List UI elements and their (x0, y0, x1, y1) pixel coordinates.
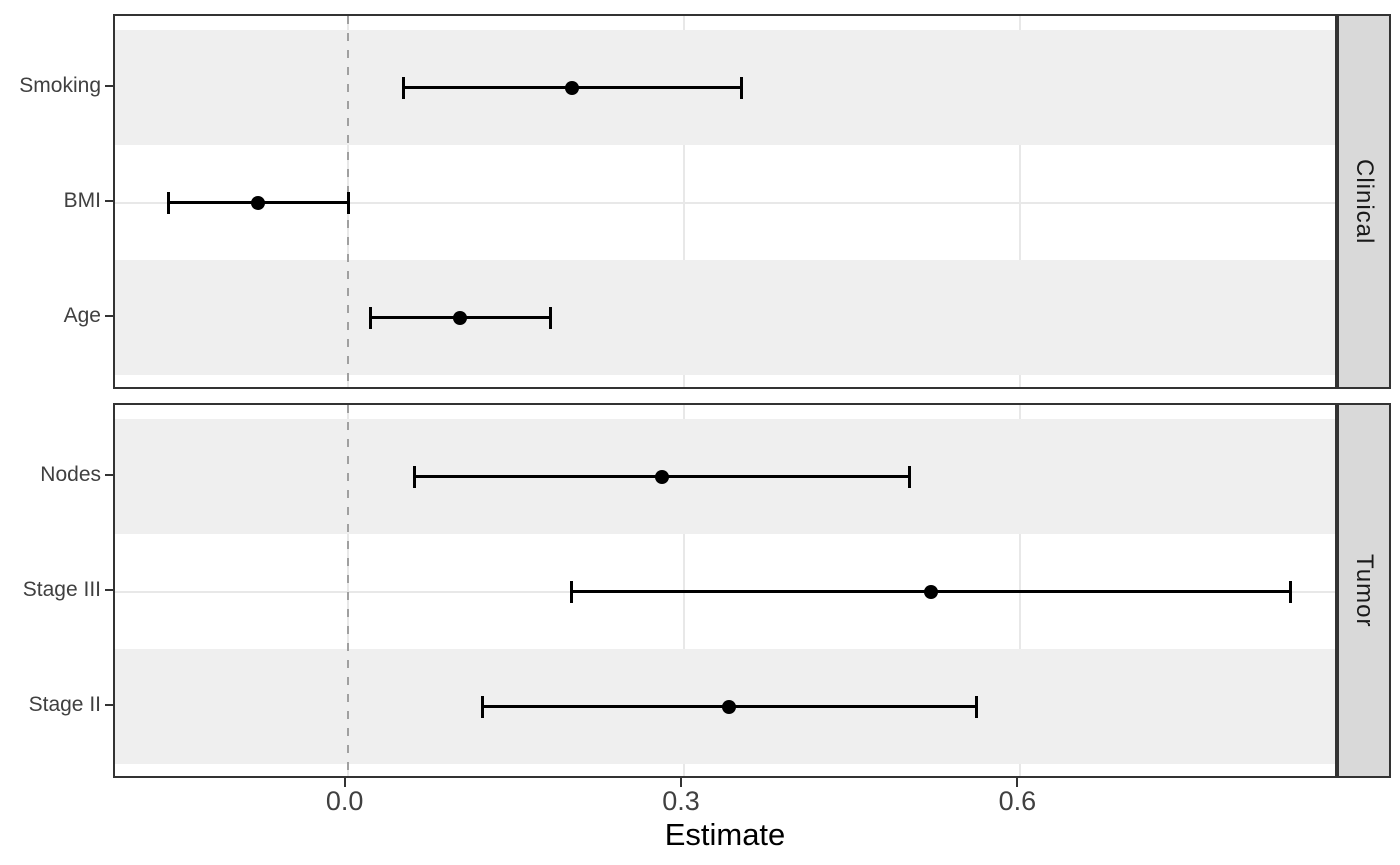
y-axis-label: Smoking (19, 73, 101, 97)
error-bar-cap-low (413, 465, 417, 488)
facet-strip-clinical: Clinical (1337, 14, 1391, 389)
zero-reference-line (346, 405, 349, 776)
facet-strip-label-tumor: Tumor (1351, 553, 1378, 628)
x-axis-tick-label: 0.0 (325, 786, 364, 816)
y-axis-label: Stage II (28, 692, 101, 716)
y-axis-label: Stage III (22, 577, 101, 601)
y-axis-tick (105, 473, 113, 476)
x-axis-tick (1016, 778, 1019, 787)
y-axis-label: BMI (63, 188, 101, 212)
x-axis-tick (343, 778, 346, 787)
facet-strip-label-clinical: Clinical (1351, 158, 1378, 245)
error-bar-cap-low (368, 306, 372, 329)
error-bar-cap-high (548, 306, 552, 329)
y-axis-tick (105, 84, 113, 87)
error-bar-cap-low (402, 76, 406, 99)
error-bar-cap-low (570, 580, 574, 603)
point-estimate (564, 80, 579, 95)
error-bar-cap-low (166, 191, 170, 214)
y-axis-tick (105, 199, 113, 202)
point-estimate (654, 469, 669, 484)
error-bar-cap-high (1289, 580, 1293, 603)
point-estimate (721, 699, 736, 714)
y-axis-tick (105, 314, 113, 317)
x-axis-title: Estimate (664, 817, 786, 852)
y-axis-label: Nodes (40, 462, 101, 486)
gridline-y (115, 201, 1335, 204)
x-axis-tick (680, 778, 682, 787)
error-bar-cap-high (739, 76, 743, 99)
y-axis-tick (105, 588, 113, 591)
x-axis-tick-label: 0.3 (662, 786, 700, 816)
point-estimate (250, 195, 265, 210)
row-stripe (115, 260, 1335, 375)
error-bar-cap-high (907, 465, 911, 488)
x-axis-tick-label: 0.6 (998, 786, 1037, 816)
error-bar-cap-high (347, 191, 351, 214)
point-estimate (452, 310, 467, 325)
y-axis-tick (105, 703, 113, 706)
error-bar-cap-high (975, 695, 979, 718)
facet-panel-tumor (113, 403, 1337, 778)
error-bar-cap-low (480, 695, 484, 718)
facet-panel-clinical (113, 14, 1337, 389)
facet-strip-tumor: Tumor (1337, 403, 1391, 778)
point-estimate (923, 584, 938, 599)
y-axis-label: Age (63, 303, 101, 327)
